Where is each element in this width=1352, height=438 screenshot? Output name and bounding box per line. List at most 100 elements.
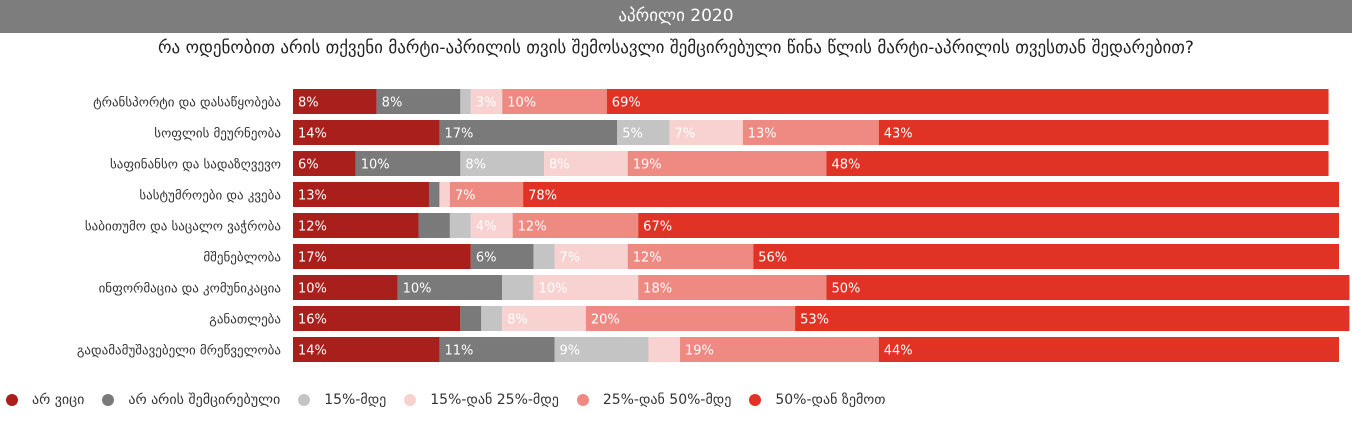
data-label: 20% [591,313,620,328]
bar-segment [355,151,461,176]
data-label: 6% [298,158,319,173]
bar-segment [293,275,398,300]
bar-segment [627,244,754,269]
data-label: 69% [612,96,641,111]
bar-segment [826,151,1329,176]
bar-segment [449,213,471,238]
bar-segment [617,120,670,145]
bar-segment [293,337,440,362]
data-label: 8% [465,158,486,173]
bar-segment [293,244,471,269]
data-label: 8% [298,96,319,111]
bar-segment [470,244,534,269]
bar-segment [449,182,524,207]
legend-label: 50%-დან ზემოთ [775,392,886,408]
category-label: გადამამუშავებელი მრეწველობა [77,344,281,359]
bar-segment [606,89,1329,114]
bar-segment [523,182,1339,207]
legend-label: არ ვიცი [32,392,85,408]
data-label: 19% [685,344,714,359]
data-label: 7% [455,189,476,204]
data-label: 18% [643,282,672,297]
legend-dot-icon [6,394,18,406]
legend-item: 25%-დან 50%-მდე [576,392,732,408]
stacked-bar-chart: ტრანსპორტი და დასაწყობება 8% 8% 3% 10% 69% სოფ… [77,89,1350,362]
data-label: 14% [298,344,327,359]
legend-item: 15%-მდე [298,392,386,408]
bar-segment [512,213,639,238]
data-label: 16% [298,313,327,328]
chart-legend: არ ვიცი არ არის შემცირებული 15%-მდე 15%-დან… [6,389,1346,411]
data-label: 13% [298,189,327,204]
bar-segment [554,337,649,362]
data-label: 12% [518,220,547,235]
data-label: 6% [476,251,497,266]
legend-label: 25%-დან 50%-მდე [602,392,732,408]
bar-segment [795,306,1350,331]
legend-item: 50%-დან ზემოთ [749,392,886,408]
chart-question: რა ოდენობით არის თქვენი მარტი-აპრილის თვ… [158,38,1194,58]
data-label: 4% [476,220,497,235]
data-label: 3% [476,96,497,111]
legend-item: არ არის შემცირებული [102,392,280,408]
data-label: 78% [528,189,557,204]
legend-item: არ ვიცი [6,392,84,408]
bar-segment [544,151,628,176]
bar-segment [293,306,461,331]
bar-segment [293,89,377,114]
bar-segment [533,275,639,300]
data-label: 12% [633,251,662,266]
data-label: 10% [507,96,536,111]
legend-item: 15%-დან 25%-მდე [404,392,559,408]
data-label: 67% [643,220,672,235]
legend-label: არ არის შემცირებული [128,392,281,408]
bar-segment [680,337,879,362]
data-label: 8% [507,313,528,328]
category-label: მშენებლობა [203,251,281,266]
data-label: 8% [549,158,570,173]
data-label: 9% [560,344,581,359]
legend-dot-icon [576,394,589,406]
data-label: 12% [298,220,327,235]
bar-segment [293,151,356,176]
bar-segment [878,337,1339,362]
bar-segment [554,244,628,269]
data-label: 44% [884,344,913,359]
category-label: საბითუმო და საცალო ვაჭრობა [85,220,281,235]
bar-segment [428,182,440,207]
category-label: სასტუმროები და კვება [139,189,281,204]
category-label: ტრანსპორტი და დასაწყობება [93,96,281,111]
bar-segment [638,275,827,300]
data-label: 7% [675,127,696,142]
bar-segment [418,213,450,238]
data-label: 10% [361,158,390,173]
category-label: სოფლის მეურნეობა [154,127,281,142]
bar-segment [742,120,879,145]
bar-segment [502,275,534,300]
data-label: 10% [403,282,432,297]
bar-segment [627,151,827,176]
category-label: საფინანსო და სადაზღვევო [110,158,281,173]
data-label: 10% [298,282,327,297]
bar-segment [826,275,1350,300]
data-label: 17% [298,251,327,266]
data-label: 17% [444,127,473,142]
bar-segment [481,306,503,331]
data-label: 56% [758,251,787,266]
legend-dot-icon [404,394,417,406]
data-label: 53% [800,313,829,328]
data-label: 8% [382,96,403,111]
category-label: განათლება [209,313,281,328]
legend-label: 15%-მდე [324,392,387,408]
bar-segment [753,244,1339,269]
data-label: 19% [633,158,662,173]
data-label: 7% [560,251,581,266]
bar-segment [293,182,429,207]
category-label: ინფორმაცია და კომუნიკაცია [99,282,281,297]
bar-segment [439,120,618,145]
bar-segment [878,120,1329,145]
bar-segment [460,89,471,114]
bar-segment [502,306,586,331]
bar-segment [439,182,450,207]
legend-label: 15%-დან 25%-მდე [430,392,559,408]
